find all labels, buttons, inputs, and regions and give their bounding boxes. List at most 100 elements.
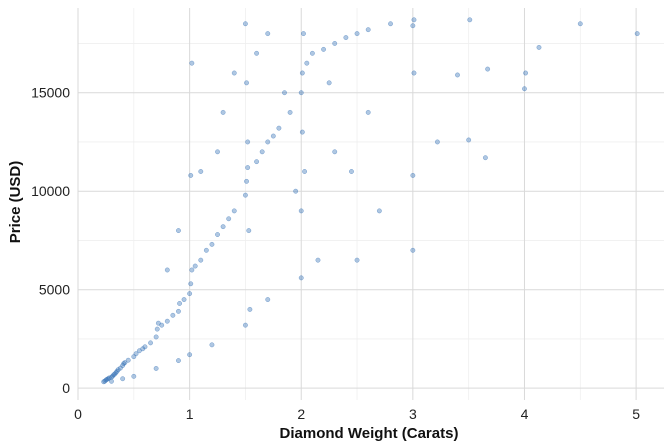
data-point	[309, 50, 315, 56]
data-point	[189, 60, 195, 66]
data-point	[467, 17, 473, 23]
data-point	[332, 41, 338, 46]
data-point	[164, 267, 170, 273]
data-point	[315, 257, 321, 263]
data-point	[244, 80, 249, 86]
data-point	[270, 133, 276, 139]
data-point	[245, 139, 251, 145]
data-point	[365, 27, 371, 33]
data-point	[153, 366, 159, 371]
data-point	[332, 149, 338, 155]
data-point	[153, 334, 159, 340]
data-point	[198, 169, 204, 174]
data-point	[125, 357, 131, 363]
data-point	[299, 129, 305, 135]
data-point	[434, 139, 440, 145]
data-point	[265, 31, 271, 37]
data-point	[203, 247, 209, 253]
x-axis-tick-labels: 0 1 2 3 4 5	[74, 406, 640, 422]
data-point	[298, 208, 304, 214]
data-point	[365, 109, 371, 115]
data-point	[410, 172, 416, 178]
data-point	[466, 137, 472, 143]
data-point	[287, 109, 293, 115]
data-point	[343, 35, 349, 40]
data-point	[298, 275, 304, 281]
data-point	[523, 70, 529, 76]
x-tick-label: 0	[74, 406, 82, 422]
data-point	[176, 358, 181, 364]
data-point	[187, 291, 193, 297]
data-point	[215, 149, 220, 155]
data-point	[187, 352, 193, 358]
data-point	[170, 312, 176, 318]
data-point	[242, 192, 248, 198]
data-point	[148, 340, 154, 346]
data-point	[198, 257, 204, 263]
data-point	[298, 90, 304, 96]
data-point	[349, 169, 354, 174]
data-point	[326, 80, 332, 86]
data-point	[231, 70, 237, 76]
data-point	[181, 297, 187, 302]
data-point	[164, 318, 170, 324]
data-point	[188, 172, 194, 178]
data-point	[192, 263, 198, 269]
data-point	[388, 21, 393, 27]
data-point	[120, 376, 126, 382]
data-point	[485, 66, 491, 72]
data-point	[410, 23, 416, 29]
data-point	[209, 342, 215, 348]
data-point	[321, 46, 327, 52]
data-point	[276, 125, 282, 131]
data-point	[259, 149, 265, 155]
data-point	[159, 322, 165, 328]
data-point	[411, 17, 417, 23]
x-tick-label: 2	[297, 406, 305, 422]
x-tick-label: 3	[409, 406, 417, 422]
data-point	[209, 241, 215, 247]
data-point	[189, 267, 195, 273]
data-point	[154, 326, 160, 332]
data-point	[410, 247, 416, 253]
data-points	[101, 17, 640, 385]
data-point	[411, 70, 417, 76]
data-point	[242, 322, 248, 328]
y-tick-label: 5000	[39, 282, 70, 298]
data-point	[142, 344, 148, 350]
data-point	[265, 139, 271, 145]
x-tick-label: 1	[186, 406, 194, 422]
data-point	[176, 308, 181, 314]
data-point	[301, 31, 306, 37]
data-point	[536, 44, 542, 50]
data-point	[244, 178, 249, 184]
data-point	[265, 297, 271, 302]
data-point	[304, 60, 310, 66]
data-point	[577, 21, 583, 27]
data-point	[299, 70, 305, 76]
x-tick-label: 4	[521, 406, 529, 422]
y-tick-label: 0	[62, 380, 70, 396]
data-point	[122, 360, 128, 366]
data-point	[133, 351, 139, 357]
data-point	[109, 378, 114, 384]
data-point	[215, 232, 220, 237]
major-grid	[77, 8, 664, 400]
data-point	[254, 159, 260, 165]
data-point	[354, 31, 360, 37]
data-point	[231, 208, 237, 214]
data-point	[247, 306, 253, 312]
data-point	[293, 188, 299, 194]
data-point	[131, 373, 137, 379]
data-point	[354, 257, 360, 263]
data-point	[220, 109, 226, 115]
y-axis-title: Price (USD)	[7, 161, 24, 244]
data-point	[282, 90, 287, 96]
data-point	[254, 50, 260, 56]
data-point	[220, 224, 226, 230]
data-point	[634, 31, 640, 37]
data-point	[226, 216, 232, 222]
minor-grid	[78, 8, 664, 400]
